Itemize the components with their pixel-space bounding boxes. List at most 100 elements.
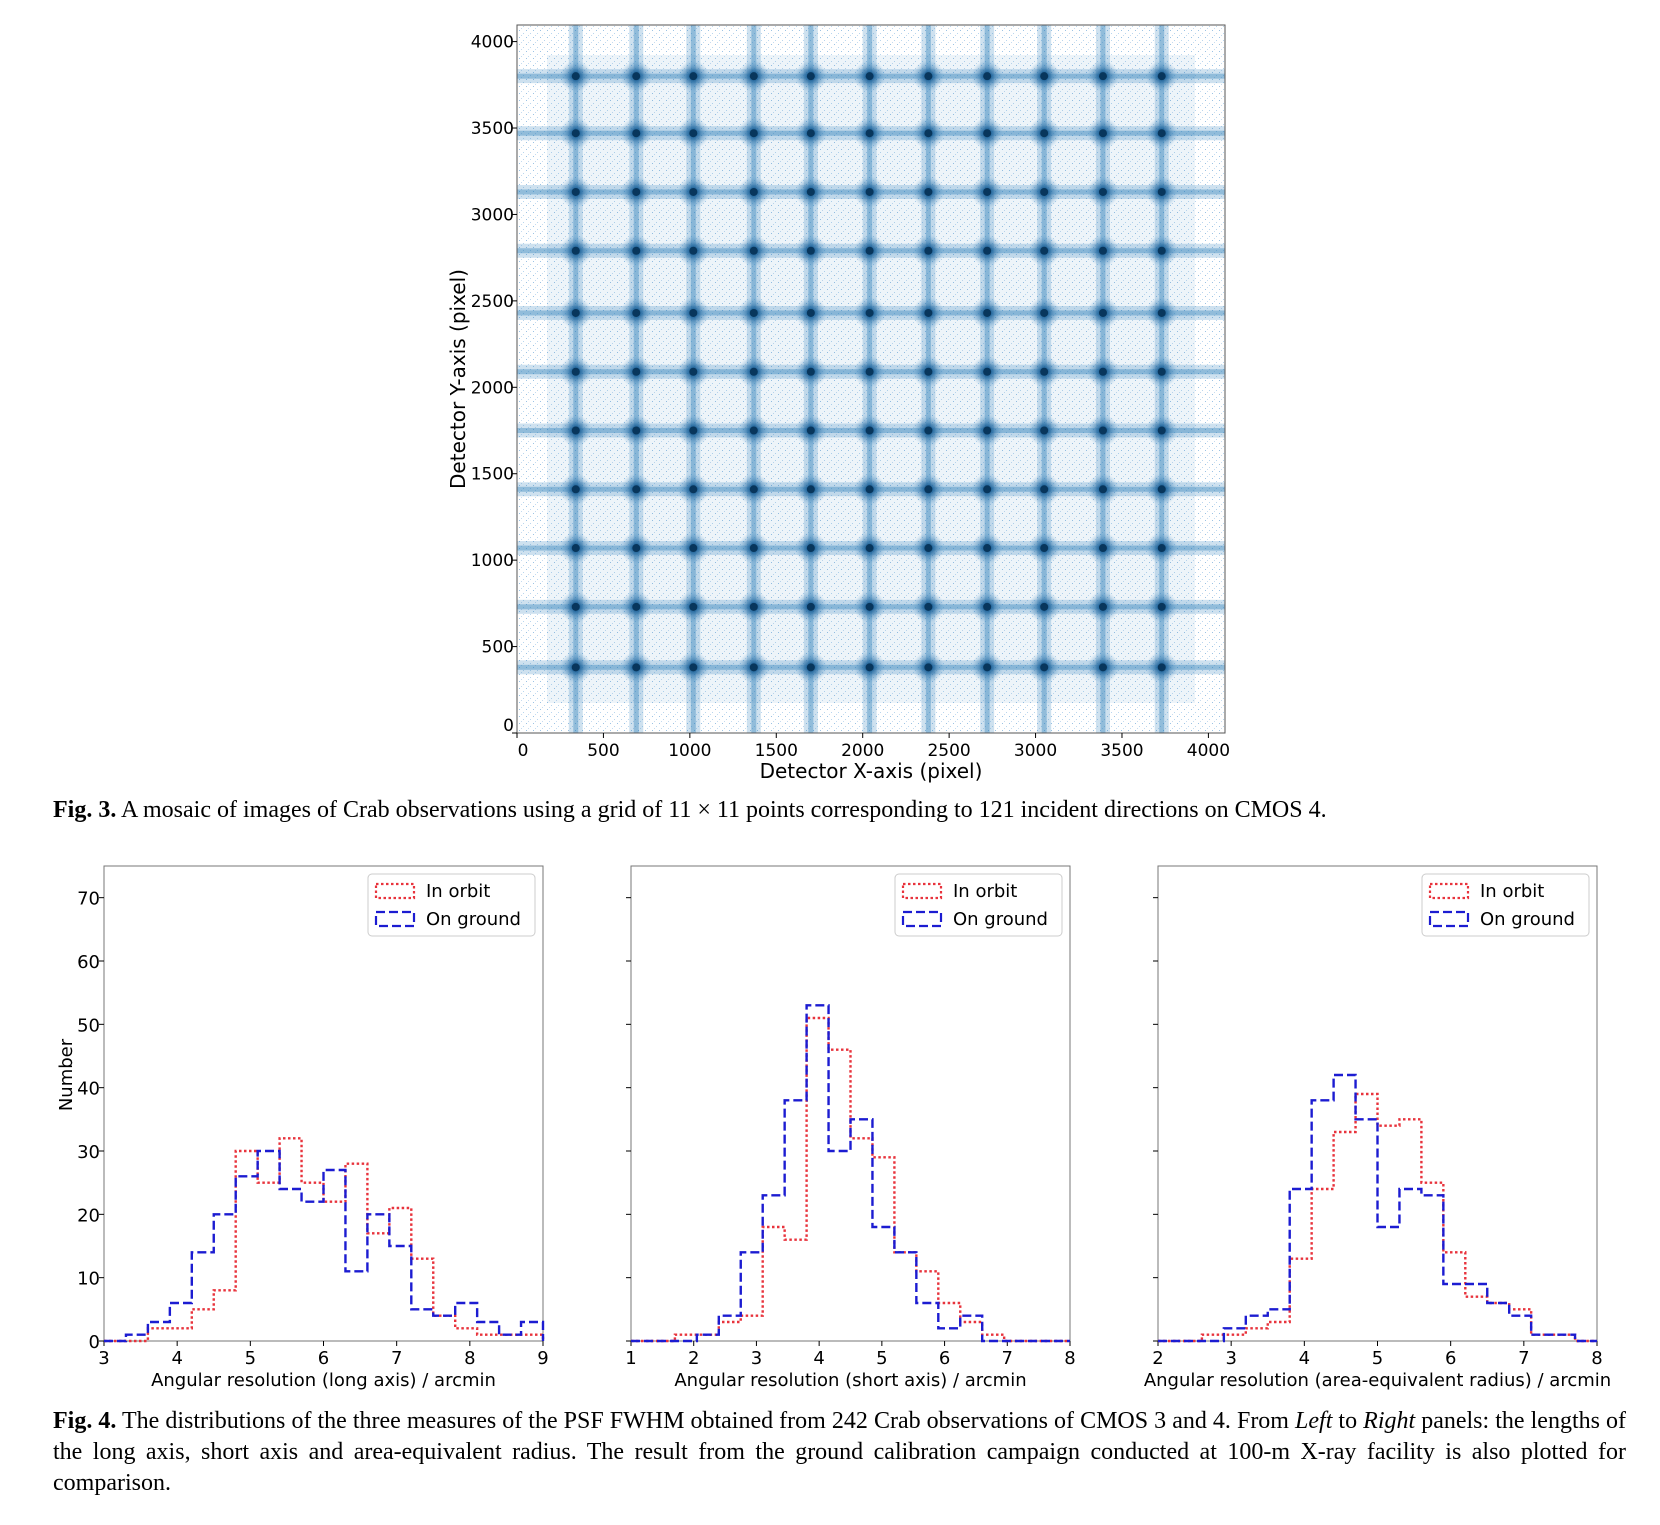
- mosaic-spot-core: [1157, 544, 1166, 553]
- mosaic-spot-core: [689, 308, 698, 317]
- mosaic-spot-core: [983, 308, 992, 317]
- mosaic-spot-core: [1040, 187, 1049, 196]
- mosaic-spot-core: [632, 602, 641, 611]
- mosaic-spot-core: [1040, 663, 1049, 672]
- x-tick-label: 0: [518, 741, 529, 761]
- mosaic-spot-core: [865, 246, 874, 255]
- mosaic-spot-core: [924, 246, 933, 255]
- histogram-panel-2: 1 2 3 4 5 6 7 8 Angular resolution (short axis) …: [625, 865, 1076, 1391]
- mosaic-spot-core: [1157, 246, 1166, 255]
- mosaic-spot-core: [1098, 602, 1107, 611]
- mosaic-spot-core: [632, 129, 641, 138]
- legend-swatch-in-orbit: [374, 882, 416, 900]
- y-tick-label: 40: [77, 1079, 100, 1100]
- mosaic-spot-core: [1157, 602, 1166, 611]
- y-tick-label: 2000: [471, 378, 514, 398]
- mosaic-spot-core: [983, 246, 992, 255]
- mosaic-spot-core: [749, 426, 758, 435]
- x-tick-label: 1000: [668, 741, 711, 761]
- legend-swatch-on-ground: [901, 910, 943, 928]
- mosaic-spot-core: [689, 485, 698, 494]
- mosaic-spot-core: [865, 308, 874, 317]
- mosaic-spot-core: [983, 426, 992, 435]
- x-tick-label: 5: [1372, 1348, 1383, 1369]
- mosaic-spot-core: [983, 663, 992, 672]
- y-tick-label: 1000: [471, 551, 514, 571]
- mosaic-spot-core: [571, 602, 580, 611]
- x-tick-label: 4: [1299, 1348, 1310, 1369]
- mosaic-spot-core: [1040, 602, 1049, 611]
- figure-4-caption-label: Fig. 4.: [53, 1408, 117, 1434]
- mosaic-spot-core: [865, 663, 874, 672]
- mosaic-spot-core: [632, 544, 641, 553]
- mosaic-spot-core: [571, 663, 580, 672]
- legend: In orbit On ground: [367, 873, 536, 937]
- legend-box: [1421, 873, 1590, 937]
- mosaic-spot-core: [924, 72, 933, 81]
- mosaic-spot-core: [749, 246, 758, 255]
- mosaic-spot-core: [924, 426, 933, 435]
- legend-swatch-in-orbit: [901, 882, 943, 900]
- mosaic-spot-core: [571, 426, 580, 435]
- mosaic-spot-core: [1040, 129, 1049, 138]
- mosaic-spot-core: [983, 367, 992, 376]
- mosaic-spot-core: [749, 663, 758, 672]
- mosaic-spot-core: [1040, 485, 1049, 494]
- mosaic-spot-core: [865, 602, 874, 611]
- mosaic-spot-core: [865, 187, 874, 196]
- x-axis-label: Angular resolution (area-equivalent radi…: [1144, 1370, 1611, 1391]
- x-tick-label: 4: [813, 1348, 824, 1369]
- mosaic-spot-core: [806, 663, 815, 672]
- figure-4-caption-part1: The distributions of the three measures …: [116, 1408, 1296, 1434]
- legend-label: On ground: [953, 909, 1048, 930]
- mosaic-spot-core: [1157, 426, 1166, 435]
- x-tick-label: 7: [1002, 1348, 1013, 1369]
- legend-swatch-on-ground: [1428, 910, 1470, 928]
- legend-label: In orbit: [953, 881, 1017, 902]
- mosaic-spot-core: [749, 129, 758, 138]
- x-tick-label: 9: [537, 1348, 548, 1369]
- mosaic-spot-core: [689, 187, 698, 196]
- x-tick-label: 5: [876, 1348, 887, 1369]
- mosaic-spot-core: [1157, 129, 1166, 138]
- mosaic-spot-core: [1040, 246, 1049, 255]
- figure-3-mosaic-plot: 0 500 1000 1500 2000 2500 3000 3500 4000 0 500 1000…: [446, 24, 1230, 783]
- figure-4-histograms: 0 10 20 30 40 50 60 70 3 4 5 6 7 8 9 Angular resolution…: [56, 865, 1611, 1391]
- mosaic-spot-core: [806, 602, 815, 611]
- mosaic-spot-core: [571, 544, 580, 553]
- mosaic-spot-core: [924, 602, 933, 611]
- mosaic-spot-core: [571, 367, 580, 376]
- x-axis-label: Detector X-axis (pixel): [760, 759, 983, 783]
- mosaic-spot-core: [1157, 663, 1166, 672]
- mosaic-spot-core: [865, 426, 874, 435]
- legend-box: [367, 873, 536, 937]
- mosaic-spot-core: [632, 187, 641, 196]
- mosaic-spot-core: [1098, 308, 1107, 317]
- mosaic-spot-core: [632, 308, 641, 317]
- x-tick-label: 6: [939, 1348, 950, 1369]
- mosaic-spot-core: [1157, 187, 1166, 196]
- mosaic-spot-core: [924, 187, 933, 196]
- mosaic-spot-core: [632, 72, 641, 81]
- mosaic-spot-core: [865, 367, 874, 376]
- mosaic-spot-core: [924, 485, 933, 494]
- x-tick-label: 7: [391, 1348, 402, 1369]
- mosaic-spot-core: [806, 72, 815, 81]
- legend-label: In orbit: [1480, 881, 1544, 902]
- x-tick-label: 8: [1591, 1348, 1602, 1369]
- y-tick-label: 1500: [471, 465, 514, 485]
- mosaic-spot-core: [924, 663, 933, 672]
- y-tick-label: 60: [77, 952, 100, 973]
- mosaic-spot-core: [865, 72, 874, 81]
- legend-swatch-on-ground: [374, 910, 416, 928]
- mosaic-spot-core: [983, 187, 992, 196]
- mosaic-spot-core: [632, 426, 641, 435]
- mosaic-spot-core: [983, 129, 992, 138]
- mosaic-spot-core: [1098, 426, 1107, 435]
- mosaic-spot-core: [632, 367, 641, 376]
- mosaic-spot-core: [983, 72, 992, 81]
- mosaic-spot-core: [1157, 308, 1166, 317]
- mosaic-spot-core: [1098, 72, 1107, 81]
- mosaic-spot-core: [1098, 187, 1107, 196]
- mosaic-spot-core: [749, 187, 758, 196]
